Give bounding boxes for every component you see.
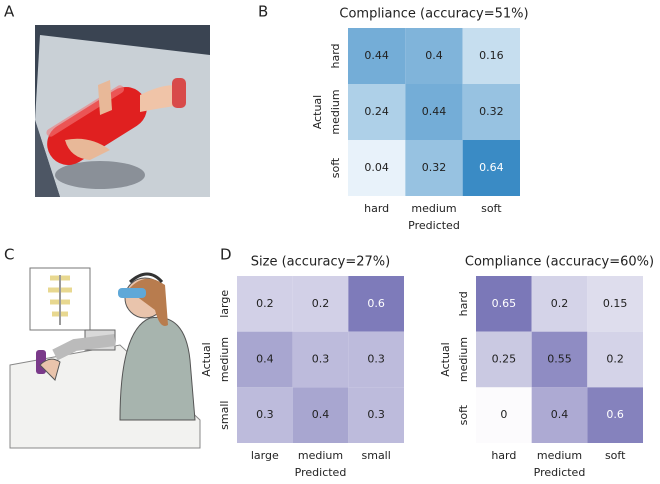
cell-label: 0.15 [603,297,628,310]
heatmap-cell [587,276,643,332]
x-tick-label: hard [364,202,389,215]
heatmap-cell [476,331,532,388]
x-tick-label: soft [605,449,626,462]
vr-scene [35,25,210,197]
cell-label: 0.64 [479,161,504,174]
heatmap-cell [405,28,463,84]
x-tick-label: medium [411,202,456,215]
cell-label: 0.55 [547,353,572,366]
heatmap-cell [348,331,404,388]
panel-label: B [258,3,268,21]
heatmap-cell [462,84,520,140]
heatmap-cell [348,28,406,84]
x-tick-label: small [362,449,391,462]
y-tick-label: medium [218,337,231,382]
cell-label: 0.04 [364,161,389,174]
heatmap-cell [531,331,588,388]
heatmap-cell [237,276,293,332]
cell-label: 0.44 [422,105,447,118]
heatmap-cell [587,387,643,443]
heatmap-cell [476,276,532,332]
heatmap-cell [292,387,349,443]
panel-label: D [220,246,232,264]
cell-label: 0.6 [367,297,385,310]
cell-label: 0.4 [312,408,330,421]
x-tick-label: hard [491,449,516,462]
cell-label: 0.2 [606,353,624,366]
x-axis-label: Predicted [408,219,460,232]
cell-label: 0 [500,408,507,421]
y-axis-label: Actual [311,95,324,129]
heatmap-cell [405,84,463,140]
cell-label: 0.3 [367,408,385,421]
heatmap-cell [531,276,588,332]
heatmap-cell [237,387,293,443]
panel-label: A [4,3,15,21]
y-axis-label: Actual [439,342,452,376]
cell-label: 0.24 [364,105,389,118]
heatmap-cell [237,331,293,388]
cell-label: 0.4 [551,408,569,421]
cell-label: 0.3 [367,353,385,366]
heatmap-cell [348,387,404,443]
cell-label: 0.3 [256,408,274,421]
heatmap-cell [587,331,643,388]
heatmap-cell [348,140,406,196]
cell-label: 0.4 [425,49,443,62]
y-tick-label: large [218,290,231,318]
cell-label: 0.4 [256,353,274,366]
panel-label: C [4,246,14,264]
heatmap-cell [531,387,588,443]
cell-label: 0.32 [422,161,447,174]
cell-label: 0.2 [256,297,274,310]
x-tick-label: medium [298,449,343,462]
participant-scene [9,267,201,449]
cell-label: 0.2 [551,297,569,310]
cell-label: 0.44 [364,49,389,62]
y-tick-label: soft [457,404,470,425]
y-axis-label: Actual [200,342,213,376]
chart-title: Compliance (accuracy=60%) [465,255,654,270]
x-tick-label: medium [537,449,582,462]
y-tick-label: hard [457,291,470,316]
heatmap-cell [348,276,404,332]
y-tick-label: medium [457,337,470,382]
y-tick-label: medium [329,89,342,134]
cell-label: 0.25 [492,353,517,366]
y-tick-label: small [218,401,231,430]
y-tick-label: soft [329,157,342,178]
heatmap-cell [405,140,463,196]
cell-label: 0.2 [312,297,330,310]
x-axis-label: Predicted [534,466,586,479]
heatmap-cell [348,84,406,140]
y-tick-label: hard [329,43,342,68]
heatmap-cell [292,276,349,332]
cell-label: 0.6 [606,408,624,421]
chart-title: Compliance (accuracy=51%) [339,7,528,22]
cell-label: 0.3 [312,353,330,366]
cell-label: 0.32 [479,105,504,118]
x-tick-label: soft [481,202,502,215]
heatmap-cell [476,387,532,443]
x-tick-label: large [251,449,279,462]
chart-title: Size (accuracy=27%) [251,255,390,270]
x-axis-label: Predicted [295,466,347,479]
cell-label: 0.65 [492,297,517,310]
heatmap-cell [462,28,520,84]
heatmap-cell [292,331,349,388]
heatmap-cell [462,140,520,196]
cell-label: 0.16 [479,49,504,62]
